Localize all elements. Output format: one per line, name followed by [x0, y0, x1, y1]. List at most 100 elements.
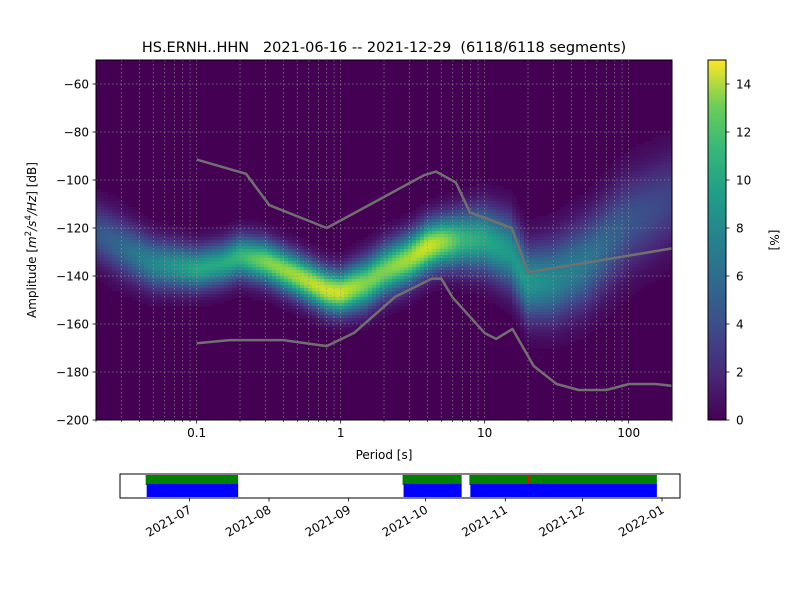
density-cell: [480, 258, 485, 262]
density-cell: [484, 228, 489, 232]
density-cell: [624, 165, 629, 169]
density-cell: [632, 147, 637, 151]
density-cell: [516, 222, 521, 226]
density-cell: [656, 258, 661, 262]
density-cell: [316, 318, 321, 322]
density-cell: [380, 300, 385, 304]
density-cell: [144, 231, 149, 235]
density-cell: [588, 315, 593, 319]
density-cell: [348, 303, 353, 307]
density-cell: [640, 180, 645, 184]
density-cell: [368, 291, 373, 295]
density-cell: [108, 252, 113, 256]
density-cell: [536, 327, 541, 331]
density-cell: [656, 180, 661, 184]
density-cell: [544, 276, 549, 280]
density-cell: [380, 264, 385, 268]
density-cell: [208, 288, 213, 292]
density-cell: [516, 234, 521, 238]
density-cell: [344, 294, 349, 298]
density-cell: [468, 282, 473, 286]
density-cell: [128, 228, 133, 232]
density-cell: [660, 198, 665, 202]
density-cell: [664, 147, 669, 151]
density-cell: [368, 285, 373, 289]
density-cell: [360, 306, 365, 310]
density-cell: [408, 231, 413, 235]
density-cell: [344, 273, 349, 277]
density-cell: [116, 207, 121, 211]
density-cell: [432, 261, 437, 265]
density-cell: [448, 267, 453, 271]
density-cell: [300, 243, 305, 247]
density-cell: [528, 303, 533, 307]
density-cell: [516, 261, 521, 265]
density-cell: [360, 276, 365, 280]
density-cell: [132, 294, 137, 298]
density-cell: [296, 270, 301, 274]
density-cell: [424, 219, 429, 223]
density-cell: [104, 198, 109, 202]
density-cell: [588, 312, 593, 316]
density-cell: [232, 219, 237, 223]
density-cell: [144, 300, 149, 304]
density-cell: [524, 258, 529, 262]
density-cell: [600, 309, 605, 313]
density-cell: [136, 219, 141, 223]
density-cell: [156, 276, 161, 280]
density-cell: [184, 240, 189, 244]
density-cell: [616, 201, 621, 205]
density-cell: [656, 198, 661, 202]
density-cell: [192, 303, 197, 307]
density-cell: [172, 264, 177, 268]
density-cell: [124, 267, 129, 271]
density-cell: [552, 336, 557, 340]
density-cell: [308, 303, 313, 307]
density-cell: [584, 300, 589, 304]
density-cell: [260, 279, 265, 283]
density-cell: [624, 264, 629, 268]
density-cell: [208, 297, 213, 301]
density-cell: [240, 279, 245, 283]
density-cell: [104, 246, 109, 250]
density-cell: [624, 186, 629, 190]
density-cell: [276, 246, 281, 250]
density-cell: [596, 270, 601, 274]
density-cell: [568, 255, 573, 259]
density-cell: [512, 204, 517, 208]
density-cell: [500, 201, 505, 205]
density-cell: [216, 276, 221, 280]
density-cell: [520, 285, 525, 289]
density-cell: [356, 321, 361, 325]
density-cell: [548, 255, 553, 259]
density-cell: [204, 300, 209, 304]
density-cell: [408, 303, 413, 307]
density-cell: [624, 213, 629, 217]
density-cell: [212, 246, 217, 250]
density-cell: [128, 282, 133, 286]
density-cell: [640, 258, 645, 262]
density-cell: [316, 297, 321, 301]
density-cell: [664, 237, 669, 241]
density-cell: [572, 282, 577, 286]
density-cell: [628, 279, 633, 283]
density-cell: [400, 294, 405, 298]
density-cell: [156, 228, 161, 232]
density-cell: [284, 237, 289, 241]
density-cell: [484, 201, 489, 205]
density-cell: [428, 258, 433, 262]
density-cell: [388, 240, 393, 244]
density-cell: [488, 234, 493, 238]
density-cell: [452, 207, 457, 211]
density-cell: [176, 228, 181, 232]
density-cell: [564, 333, 569, 337]
density-cell: [608, 174, 613, 178]
density-cell: [456, 189, 461, 193]
density-cell: [516, 327, 521, 331]
density-cell: [112, 237, 117, 241]
density-cell: [368, 279, 373, 283]
density-cell: [616, 171, 621, 175]
density-cell: [652, 258, 657, 262]
density-cell: [100, 252, 105, 256]
density-cell: [200, 288, 205, 292]
